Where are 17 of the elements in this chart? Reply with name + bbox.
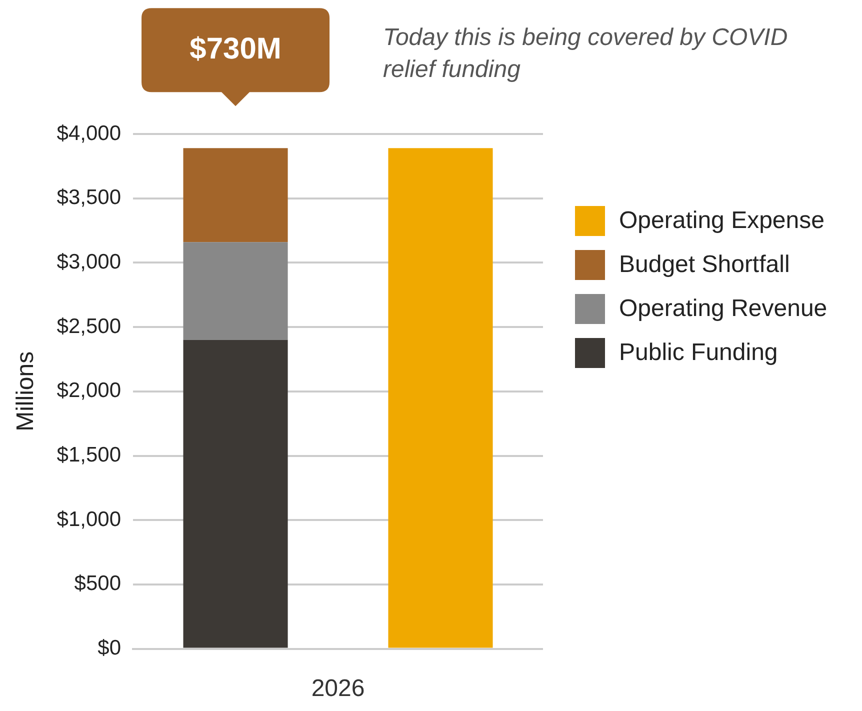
annotation: $730M — [190, 32, 282, 66]
y-tick-label: $0 — [98, 636, 122, 660]
y-tick-label: $3,500 — [56, 186, 122, 210]
y-tick-label: $500 — [74, 572, 122, 596]
y-tick-label: $1,500 — [56, 444, 122, 467]
text: Today this is being covered by COVID relief funding — [383, 23, 789, 85]
y-tick-label: $2,000 — [56, 379, 122, 402]
x-axis-title: 2026 — [311, 675, 365, 702]
legend-label: Budget Shortfall — [619, 251, 790, 279]
legend-label: Operating Expense — [619, 207, 824, 235]
legend-label: Operating Revenue — [619, 295, 828, 323]
y-tick-label: $3,000 — [56, 250, 122, 274]
y-tick-label: $1,000 — [56, 508, 122, 531]
legend-label: Public Funding — [619, 339, 778, 367]
y-tick-label: $2,500 — [56, 314, 122, 338]
y-axis-title: Millions — [12, 351, 40, 432]
y-tick-label: $4,000 — [56, 122, 122, 145]
